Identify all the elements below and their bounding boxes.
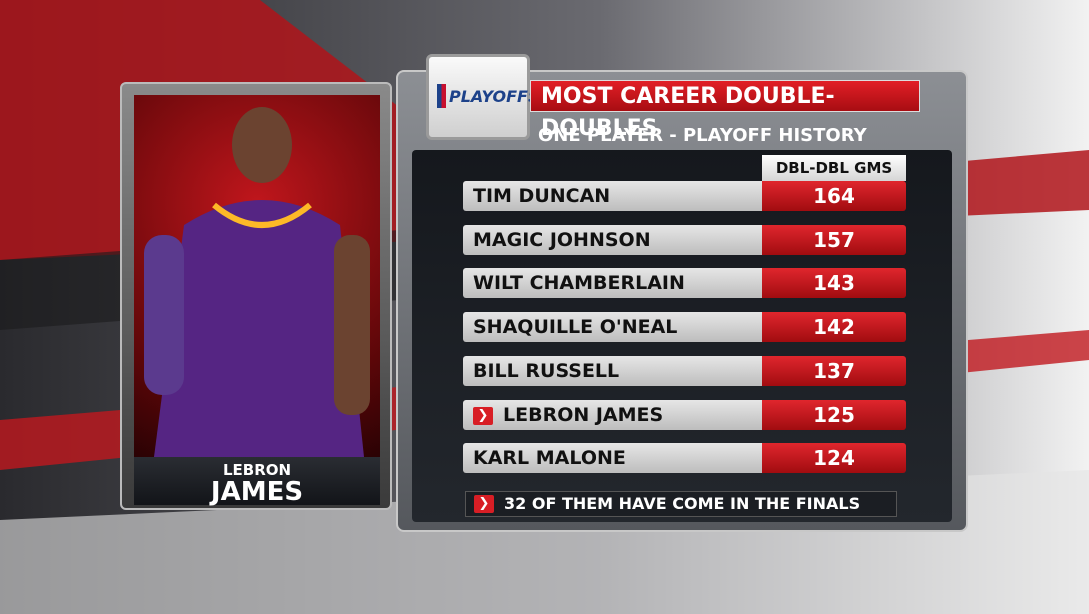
player-row-name: WILT CHAMBERLAIN — [463, 268, 762, 299]
player-silhouette — [144, 107, 370, 457]
double-double-count: 157 — [762, 224, 906, 255]
player-row-name: ❯ LEBRON JAMES — [463, 399, 762, 430]
player-name-text: SHAQUILLE O'NEAL — [473, 316, 678, 339]
subtitle: ONE PLAYER - PLAYOFF HISTORY — [538, 125, 867, 146]
double-double-count: 124 — [762, 443, 906, 474]
playoffs-logo: PLAYOFFS — [426, 54, 539, 140]
player-name-text: WILT CHAMBERLAIN — [473, 272, 685, 295]
chevron-icon: ❯ — [473, 406, 493, 425]
player-row-name: SHAQUILLE O'NEAL — [463, 312, 762, 343]
double-double-count: 125 — [762, 399, 906, 430]
footnote: ❯ 32 OF THEM HAVE COME IN THE FINALS — [465, 491, 897, 517]
footnote-text: 32 OF THEM HAVE COME IN THE FINALS — [504, 494, 861, 513]
double-double-count: 137 — [762, 355, 906, 386]
player-row-name: TIM DUNCAN — [463, 181, 762, 211]
player-row-name: BILL RUSSELL — [463, 355, 762, 386]
player-name-text: LEBRON JAMES — [503, 403, 664, 426]
player-name-text: MAGIC JOHNSON — [473, 228, 651, 251]
double-double-count: 143 — [762, 268, 906, 299]
chevron-icon: ❯ — [474, 495, 494, 513]
player-name-text: KARL MALONE — [473, 447, 626, 470]
player-row-name: MAGIC JOHNSON — [463, 224, 762, 255]
player-photo — [134, 95, 380, 457]
player-name: LEBRON JAMES — [134, 457, 380, 507]
title: MOST CAREER DOUBLE-DOUBLES — [530, 80, 920, 141]
player-last-name: JAMES — [210, 477, 304, 507]
logo-text: PLAYOFFS — [449, 87, 540, 106]
player-name-text: TIM DUNCAN — [473, 185, 611, 207]
column-header: DBL-DBL GMS — [762, 155, 906, 181]
double-double-count: 142 — [762, 312, 906, 343]
player-row-name: KARL MALONE — [463, 443, 762, 474]
league-logo — [437, 84, 446, 108]
player-name-text: BILL RUSSELL — [473, 359, 620, 382]
double-double-count: 164 — [762, 181, 906, 211]
player-first-name: LEBRON — [222, 461, 292, 479]
